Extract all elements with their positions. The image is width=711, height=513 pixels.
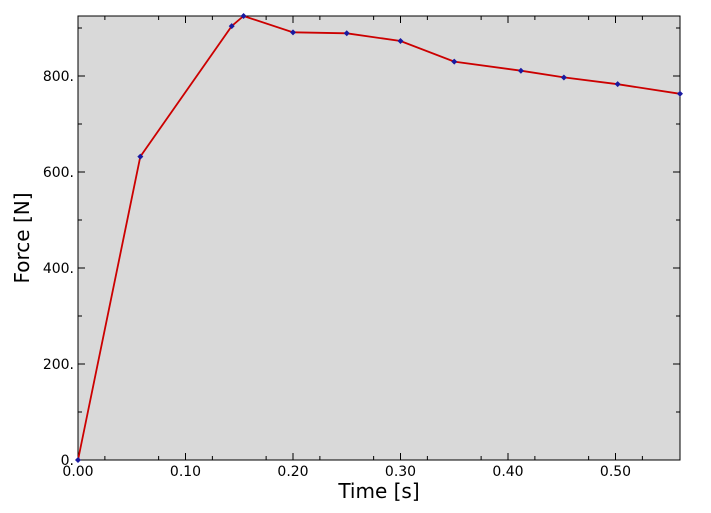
y-tick-label: 400. xyxy=(43,261,74,277)
data-series xyxy=(75,13,683,463)
axis-tick-labels: 0.00 0.10 0.20 0.30 0.40 0.50 0. 200. 400. 600. 80… xyxy=(43,69,631,480)
x-tick-label: 0.00 xyxy=(62,464,93,480)
data-point xyxy=(677,90,683,97)
x-tick-label: 0.10 xyxy=(170,464,201,480)
x-tick-label: 0.40 xyxy=(492,464,523,480)
data-point xyxy=(290,29,296,36)
data-point xyxy=(343,30,350,37)
series-line xyxy=(77,14,681,461)
data-point xyxy=(397,37,404,44)
data-point xyxy=(75,457,81,463)
x-axis-title: Time [s] xyxy=(337,479,419,503)
data-point xyxy=(228,23,235,30)
x-tick-label: 0.30 xyxy=(385,464,416,480)
y-tick-label: 800. xyxy=(43,69,74,85)
plot-area xyxy=(77,15,681,461)
data-point xyxy=(614,81,621,88)
data-point xyxy=(517,67,524,74)
data-point xyxy=(560,74,567,81)
x-tick-label: 0.20 xyxy=(277,464,308,480)
data-point xyxy=(137,153,144,160)
data-point xyxy=(240,13,247,19)
data-point xyxy=(451,58,458,65)
y-axis-title: Force [N] xyxy=(10,192,34,283)
y-tick-label: 600. xyxy=(43,165,74,181)
y-tick-label: 200. xyxy=(43,357,74,373)
y-tick-label: 0. xyxy=(61,453,74,469)
x-tick-label: 0.50 xyxy=(600,464,631,480)
axis-ticks xyxy=(77,16,680,461)
